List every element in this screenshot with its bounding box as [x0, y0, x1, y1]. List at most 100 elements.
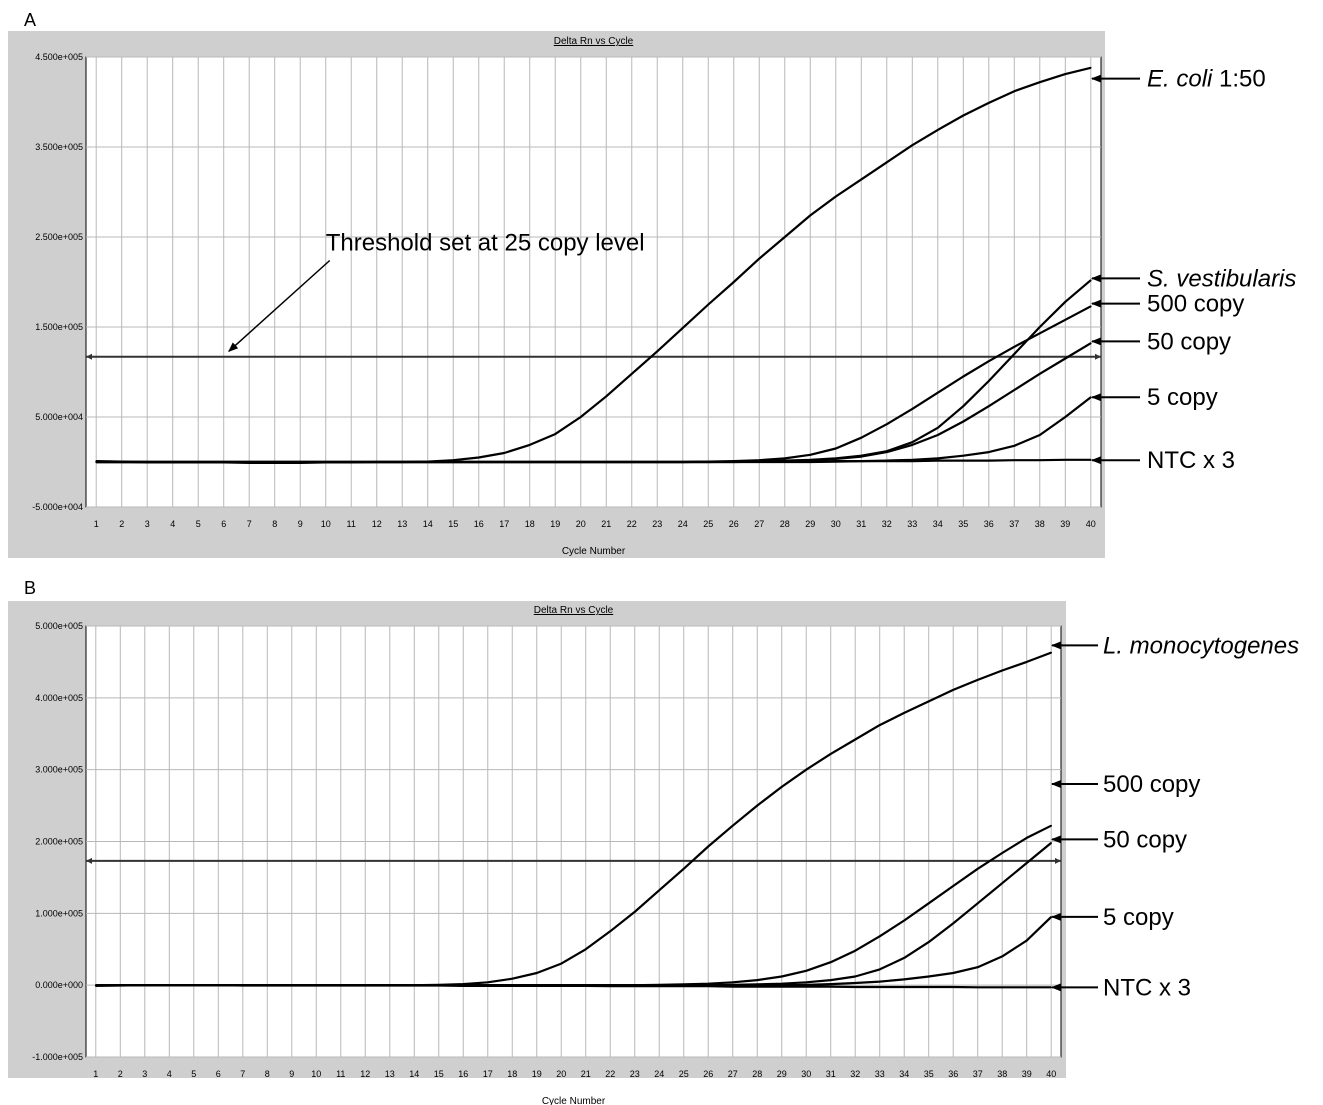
data-point [988, 451, 990, 453]
data-point [756, 804, 758, 807]
chart-title: Delta Rn vs Cycle [534, 605, 614, 616]
data-point [878, 986, 881, 988]
x-tick-label: 26 [729, 519, 739, 529]
data-point [860, 436, 863, 439]
y-tick-label: 5.000e+004 [35, 412, 83, 422]
x-tick-label: 28 [780, 519, 790, 529]
data-point [477, 456, 480, 459]
y-tick-label: 2.500e+005 [35, 232, 83, 242]
data-point [854, 982, 856, 984]
x-tick-label: 11 [347, 519, 356, 529]
x-tick-label: 23 [652, 519, 662, 529]
x-tick-label: 19 [550, 519, 560, 529]
x-tick-label: 17 [499, 519, 509, 529]
data-point [780, 975, 783, 978]
data-point [1013, 353, 1016, 355]
x-tick-label: 34 [933, 519, 943, 529]
data-point [452, 461, 455, 463]
data-point [682, 327, 684, 329]
data-point [829, 753, 832, 755]
data-point [988, 360, 990, 363]
data-point [584, 948, 587, 951]
data-point [1039, 434, 1041, 436]
data-point [886, 423, 888, 426]
x-tick-label: 36 [948, 1069, 958, 1079]
data-point [633, 911, 636, 913]
data-point [579, 461, 582, 463]
data-point [937, 459, 939, 462]
series-callout-label: 500 copy [1147, 291, 1244, 318]
x-tick-label: 3 [145, 519, 150, 529]
data-point [487, 985, 489, 987]
data-point [682, 461, 684, 463]
y-tick-label: 2.000e+005 [35, 837, 83, 847]
data-point [952, 922, 954, 925]
data-point [903, 712, 905, 714]
data-point [911, 408, 914, 410]
x-tick-label: 5 [196, 519, 201, 529]
data-point [1064, 301, 1067, 303]
data-point [988, 380, 990, 382]
data-point [952, 689, 954, 691]
data-point [805, 981, 807, 984]
data-point [511, 985, 514, 987]
threshold-annotation: Threshold set at 25 copy level [326, 230, 645, 257]
data-point [222, 461, 225, 463]
x-tick-label: 13 [385, 1069, 395, 1079]
data-point [927, 975, 930, 978]
x-tick-label: 24 [654, 1069, 664, 1079]
x-tick-label: 18 [507, 1069, 517, 1079]
series-callout-label: S. vestibularis [1147, 265, 1296, 292]
data-point [1090, 67, 1092, 69]
x-tick-label: 19 [532, 1069, 542, 1079]
data-point [413, 984, 416, 987]
data-point [560, 985, 563, 987]
series-callout-label: E. coli 1:50 [1147, 66, 1266, 93]
data-point [120, 460, 123, 463]
panel-letter: A [24, 10, 36, 30]
data-point [854, 975, 856, 978]
x-tick-label: 37 [973, 1069, 983, 1079]
series-callout-label: NTC x 3 [1103, 974, 1191, 1001]
x-tick-label: 27 [728, 1069, 738, 1079]
data-point [1013, 459, 1016, 462]
data-point [829, 961, 832, 963]
data-point [835, 458, 837, 460]
data-point [503, 452, 506, 454]
data-point [962, 420, 965, 423]
x-tick-label: 28 [752, 1069, 762, 1079]
data-point [1001, 986, 1003, 989]
x-tick-label: 20 [576, 519, 586, 529]
callout-label-part: 5 copy [1147, 384, 1218, 411]
data-point [315, 984, 318, 987]
data-point [903, 986, 905, 988]
data-point [829, 985, 832, 988]
x-tick-label: 12 [360, 1069, 370, 1079]
data-point [631, 461, 633, 463]
data-point [503, 461, 506, 463]
data-point [438, 984, 440, 987]
data-point [1025, 661, 1028, 663]
data-point [1013, 389, 1016, 391]
callout-label-part: 500 copy [1147, 291, 1244, 318]
data-point [197, 461, 199, 463]
x-tick-label: 12 [372, 519, 382, 529]
x-tick-label: 4 [167, 1069, 172, 1079]
x-tick-label: 2 [119, 519, 124, 529]
data-point [731, 981, 734, 984]
x-tick-label: 8 [272, 519, 277, 529]
x-tick-label: 32 [850, 1069, 860, 1079]
series-line [95, 984, 1052, 989]
data-point [911, 460, 914, 462]
data-point [291, 984, 293, 987]
x-tick-label: 26 [703, 1069, 713, 1079]
x-tick-label: 38 [997, 1069, 1007, 1079]
x-tick-label: 1 [94, 519, 99, 529]
data-point [878, 968, 881, 971]
data-point [911, 441, 914, 444]
data-point [733, 281, 735, 283]
data-point [1050, 651, 1052, 654]
data-point [375, 461, 378, 463]
data-point [1050, 916, 1052, 918]
data-point [976, 986, 979, 989]
